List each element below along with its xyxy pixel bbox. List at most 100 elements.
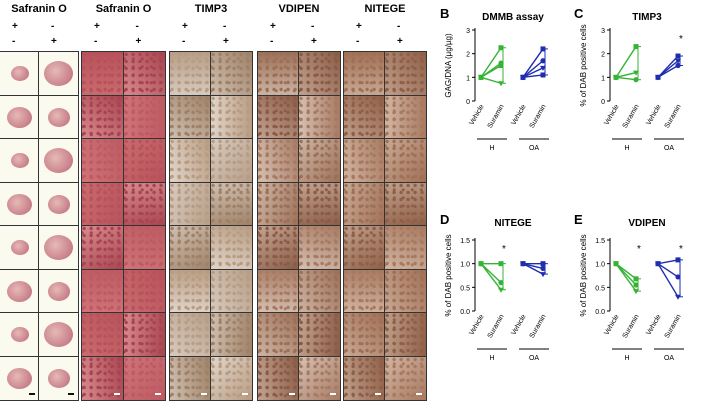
series-oa-line [657, 55, 679, 78]
y-axis-label: GAG/DNA (µg/µg) [444, 33, 453, 98]
scale-bar [201, 393, 207, 395]
x-tick-label: Vehicle [645, 103, 662, 126]
histology-image [210, 225, 253, 271]
histology-image [384, 181, 427, 227]
treatment-sign: - [270, 36, 274, 47]
series-h-point [498, 63, 504, 68]
tissue-section [10, 327, 29, 343]
series-h-line [480, 62, 502, 78]
series-oa-line [522, 48, 544, 78]
histology-image [122, 181, 166, 227]
x-tick-label: Vehicle [603, 103, 620, 126]
histology-image [38, 181, 79, 227]
series-h-point [478, 75, 484, 81]
series-oa-line [522, 60, 544, 78]
x-tick-label: Suramin [664, 103, 683, 129]
histology-image [81, 138, 125, 184]
tissue-section [10, 66, 29, 82]
tissue-section [44, 322, 73, 348]
series-h-point [498, 81, 504, 87]
histology-image [210, 355, 253, 401]
scale-bar [68, 393, 74, 395]
series-h-point [633, 44, 639, 50]
series-h-point [478, 74, 484, 80]
histology-image [0, 181, 40, 227]
series-oa-point [675, 53, 681, 59]
tissue-section [44, 61, 73, 87]
series-h-line [480, 263, 502, 284]
panel-label-d: D [440, 212, 450, 227]
y-tick-label: 1.5 [595, 238, 605, 245]
histology-image [298, 138, 341, 184]
histology-image [384, 355, 427, 401]
histology-image [0, 94, 40, 140]
x-tick-label: Vehicle [603, 313, 620, 336]
series-h-line [615, 263, 637, 280]
significance-star: * [679, 244, 683, 255]
y-tick-label: 3 [466, 28, 470, 35]
y-tick-label: 1.0 [460, 262, 470, 269]
scale-bar [155, 393, 161, 395]
significance-star: * [502, 244, 506, 255]
group-label-oa: OA [664, 355, 674, 362]
series-h-point [633, 276, 639, 282]
histology-image [257, 312, 300, 358]
series-h-point [613, 261, 619, 267]
tissue-section [47, 107, 70, 127]
series-oa-point [675, 62, 681, 69]
chart-title-vdipen: VDIPEN [628, 218, 666, 229]
histology-image [298, 51, 341, 97]
tissue-section [10, 240, 29, 256]
series-h-point [633, 289, 639, 295]
treatment-sign: - [223, 21, 227, 32]
y-tick-label: 0 [601, 99, 605, 106]
histology-image [384, 94, 427, 140]
series-h-point [478, 261, 484, 267]
series-oa-point [520, 261, 526, 267]
series-oa-line [657, 259, 679, 265]
scale-bar [416, 393, 422, 395]
histology-image [38, 225, 79, 271]
panel-label-e: E [574, 212, 583, 227]
series-h-line [615, 263, 637, 292]
scale-bar [289, 393, 295, 395]
series-h-point [498, 45, 504, 51]
x-tick-label: Vehicle [468, 313, 485, 336]
tissue-section [7, 193, 32, 215]
y-tick-label: 1.5 [460, 238, 470, 245]
treatment-sign: - [135, 21, 139, 32]
series-oa-point [520, 261, 526, 267]
series-h-point [633, 77, 639, 83]
histology-image [81, 312, 125, 358]
col-title-safranin: Safranin O [95, 3, 152, 15]
series-oa-line [522, 67, 544, 78]
series-oa-line [657, 263, 679, 278]
col-title-timp3: TIMP3 [194, 3, 228, 15]
series-h-point [498, 60, 504, 66]
histology-image [343, 138, 386, 184]
treatment-sign: + [135, 36, 142, 47]
histology-image [0, 225, 40, 271]
histology-image [38, 355, 79, 401]
series-oa-point [675, 274, 681, 280]
histology-image [384, 225, 427, 271]
series-h-point [633, 70, 639, 76]
x-tick-label: Vehicle [645, 313, 662, 336]
x-tick-label: Suramin [487, 313, 506, 339]
group-label-h: H [624, 355, 629, 362]
x-tick-label: Suramin [529, 103, 548, 129]
x-tick-label: Suramin [529, 313, 548, 339]
histology-image [81, 268, 125, 314]
treatment-sign: - [356, 36, 360, 47]
group-label-oa: OA [664, 145, 674, 152]
y-tick-label: 0.0 [460, 309, 470, 316]
histology-image [122, 355, 166, 401]
series-oa-point [655, 261, 661, 267]
series-oa-point [520, 74, 526, 80]
series-h-point [478, 261, 484, 267]
histology-image [298, 181, 341, 227]
histology-image [122, 225, 166, 271]
series-oa-point [540, 261, 546, 267]
x-tick-label: Suramin [622, 103, 641, 129]
histology-image [38, 268, 79, 314]
